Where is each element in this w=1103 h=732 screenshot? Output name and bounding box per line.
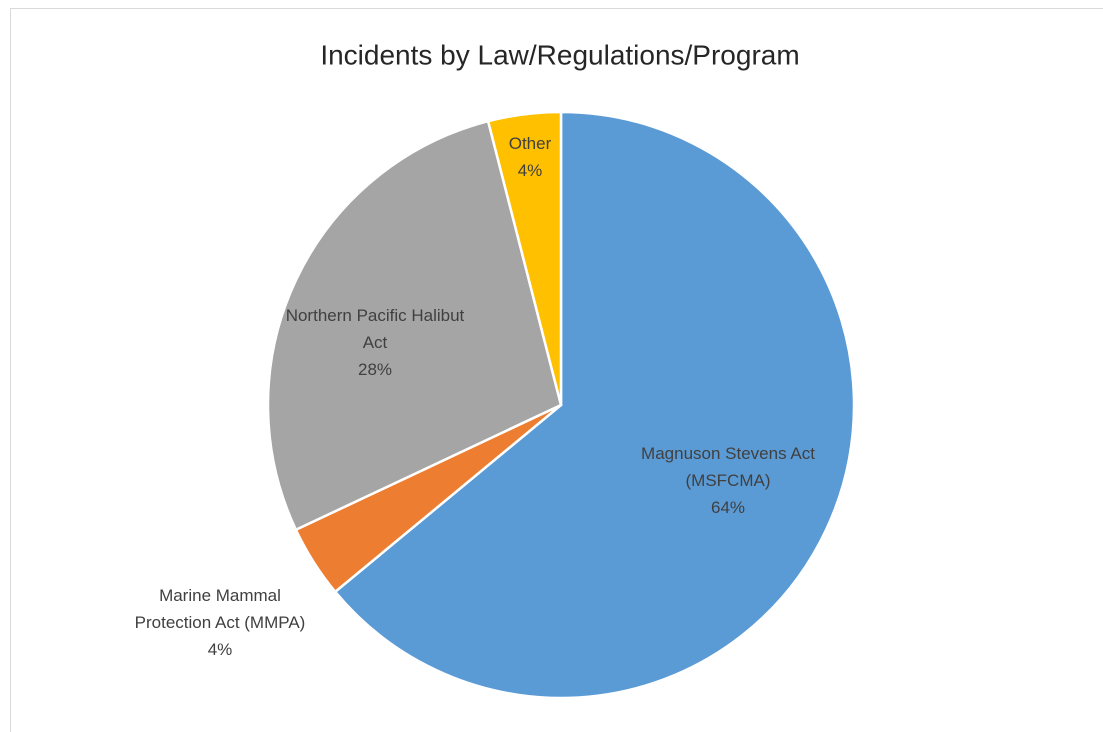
chart-title: Incidents by Law/Regulations/Program bbox=[320, 39, 799, 70]
category-label: Northern Pacific Halibut Act bbox=[285, 305, 465, 352]
slice-label: Marine Mammal Protection Act (MMPA) 4% bbox=[130, 562, 310, 682]
pie-slice bbox=[266, 119, 563, 532]
slice-label-box: Magnuson Stevens Act (MSFCMA) 64% bbox=[628, 420, 828, 540]
slice-label: Magnuson Stevens Act (MSFCMA) 64% bbox=[628, 420, 828, 540]
slice-label: Northern Pacific Halibut Act 28% bbox=[285, 282, 465, 402]
pie-slice bbox=[333, 110, 856, 700]
category-label: Magnuson Stevens Act (MSFCMA) bbox=[641, 443, 815, 490]
value-label: 28% bbox=[357, 359, 393, 379]
slice-label-box: Northern Pacific Halibut Act 28% bbox=[285, 282, 465, 402]
slice-label: Other 4% bbox=[495, 97, 565, 217]
slice-label-box: Marine Mammal Protection Act (MMPA) 4% bbox=[130, 562, 310, 682]
category-label: Other bbox=[508, 134, 552, 153]
slice-label-box: Other 4% bbox=[495, 97, 565, 217]
value-label: 4% bbox=[207, 639, 233, 659]
value-label: 64% bbox=[710, 497, 746, 517]
pie-slice bbox=[486, 110, 563, 406]
value-label: 4% bbox=[517, 161, 543, 180]
category-label: Marine Mammal Protection Act (MMPA) bbox=[134, 585, 306, 632]
